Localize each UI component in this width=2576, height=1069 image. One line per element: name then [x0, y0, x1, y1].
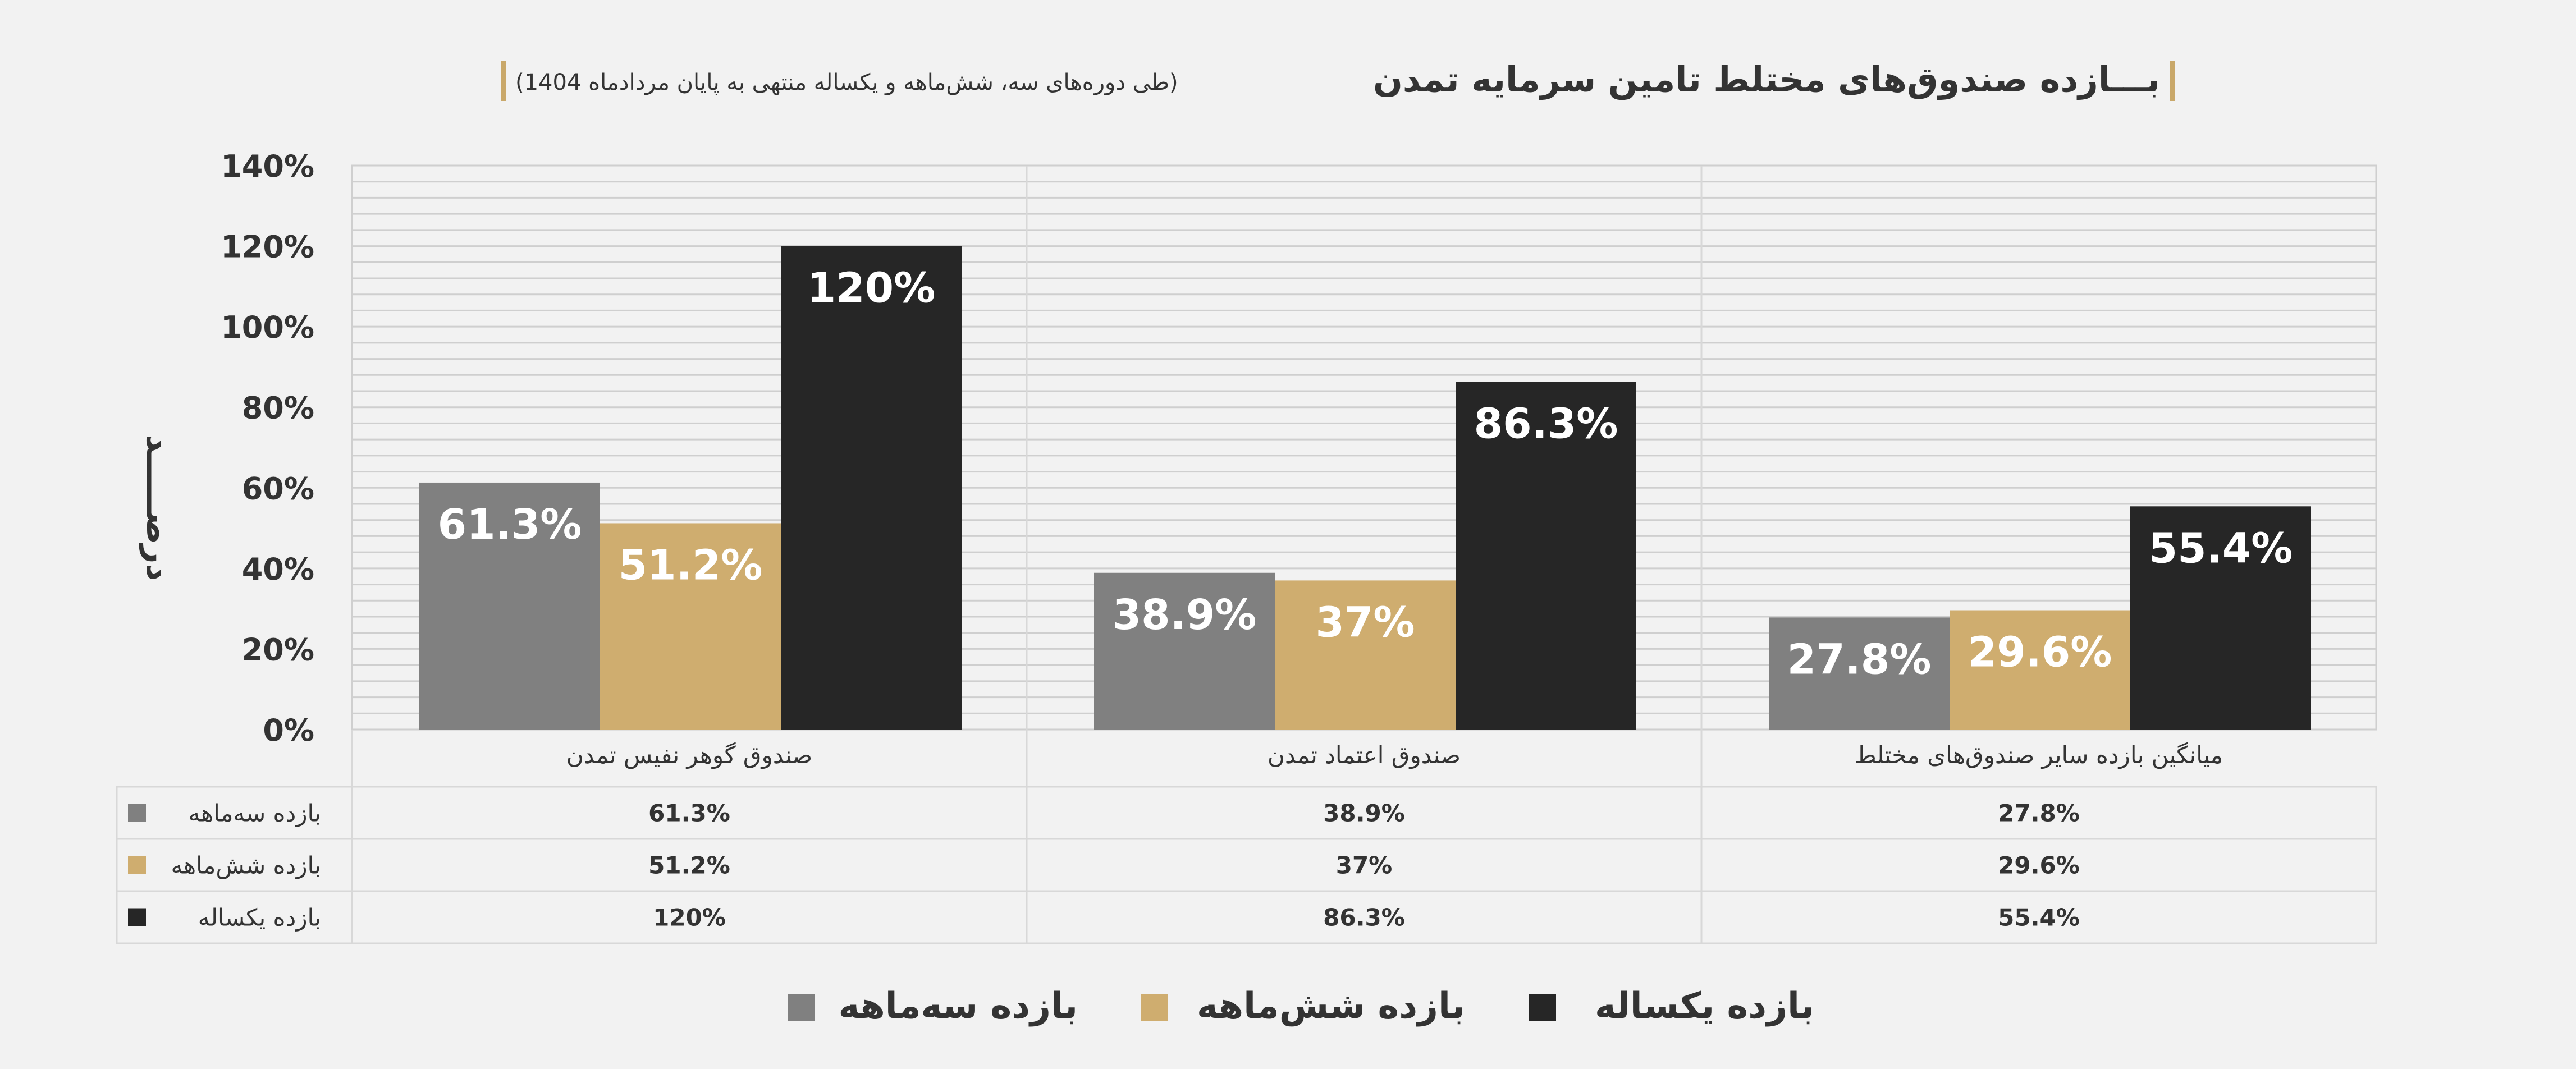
y-tick-label: 20%	[242, 632, 314, 667]
chart-subtitle: (طی دوره‌های سه، شش‌ماهه و یکساله منتهی …	[515, 70, 1178, 95]
bars: 61.3% 51.2% 120% صندوق گوهر نفیس تمدن 38.9% 3…	[419, 246, 2311, 769]
bar-data-label: 27.8%	[1787, 635, 1932, 683]
legend-label: بازده شش‌ماهه	[1197, 985, 1465, 1027]
y-tick-label: 40%	[242, 552, 314, 587]
table-cell: 38.9%	[1323, 800, 1405, 827]
y-tick-label: 60%	[242, 471, 314, 506]
bar	[2130, 506, 2311, 730]
legend-swatch	[788, 994, 815, 1021]
table-series-swatch	[128, 856, 146, 874]
y-tick-label: 120%	[221, 230, 314, 265]
bar	[1275, 580, 1456, 730]
bar-data-label: 86.3%	[1474, 400, 1618, 448]
data-table: بازده سه‌ماهه 61.3% 38.9% 27.8% بازده شش‌ماه…	[116, 730, 2377, 944]
y-tick-label: 80%	[242, 391, 314, 426]
table-cell: 55.4%	[1998, 904, 2080, 932]
bar	[1950, 610, 2130, 730]
table-cell: 27.8%	[1998, 800, 2080, 827]
bar-data-label: 37%	[1315, 598, 1415, 646]
bar-data-label: 120%	[807, 264, 936, 313]
legend-swatch	[1529, 994, 1556, 1021]
table-cell: 51.2%	[648, 852, 730, 879]
bar-data-label: 55.4%	[2149, 524, 2293, 572]
category-label: صندوق گوهر نفیس تمدن	[566, 741, 812, 769]
category-label: صندوق اعتماد تمدن	[1268, 741, 1461, 769]
bar	[781, 246, 962, 730]
table-frame	[116, 786, 2377, 944]
bar	[1769, 617, 1950, 730]
category-label: میانگین بازده سایر صندوق‌های مختلط	[1855, 741, 2223, 769]
table-series-swatch	[128, 804, 146, 822]
table-cell: 86.3%	[1323, 904, 1405, 932]
table-series-name: بازده سه‌ماهه	[189, 800, 322, 827]
chart-title-main: بـــازده صندوق‌های مختلط تامین سرمایه تم…	[1373, 59, 2160, 100]
y-axis-ticks: 0% 20% 40% 60% 80% 100% 120% 140%	[221, 149, 314, 748]
legend-label: بازده سه‌ماهه	[839, 985, 1078, 1027]
y-tick-label: 0%	[263, 713, 314, 748]
legend: بازده یکساله بازده شش‌ماهه بازده سه‌ماهه	[788, 985, 1814, 1027]
bar	[1094, 572, 1275, 730]
table-series-swatch	[128, 908, 146, 926]
title-accent-bar-left	[501, 61, 506, 101]
bar	[600, 523, 781, 730]
bar-data-label: 51.2%	[619, 541, 763, 589]
table-cell: 120%	[653, 904, 726, 932]
legend-swatch	[1141, 994, 1168, 1021]
y-tick-label: 100%	[221, 310, 314, 345]
table-series-name: بازده یکساله	[198, 904, 321, 932]
y-tick-label: 140%	[221, 149, 314, 184]
bar	[419, 482, 600, 730]
bar-data-label: 29.6%	[1968, 628, 2112, 677]
table-cell: 61.3%	[648, 800, 730, 827]
title-accent-bar-right	[2170, 61, 2175, 101]
bar	[1456, 382, 1636, 730]
legend-label: بازده یکساله	[1595, 985, 1814, 1027]
table-cell: 37%	[1336, 852, 1393, 879]
table-cell: 29.6%	[1998, 852, 2080, 879]
table-series-name: بازده شش‌ماهه	[171, 852, 321, 879]
bar-data-label: 38.9%	[1113, 591, 1257, 639]
bar-data-label: 61.3%	[438, 501, 582, 549]
y-axis-title: درصـــــد	[139, 435, 178, 581]
